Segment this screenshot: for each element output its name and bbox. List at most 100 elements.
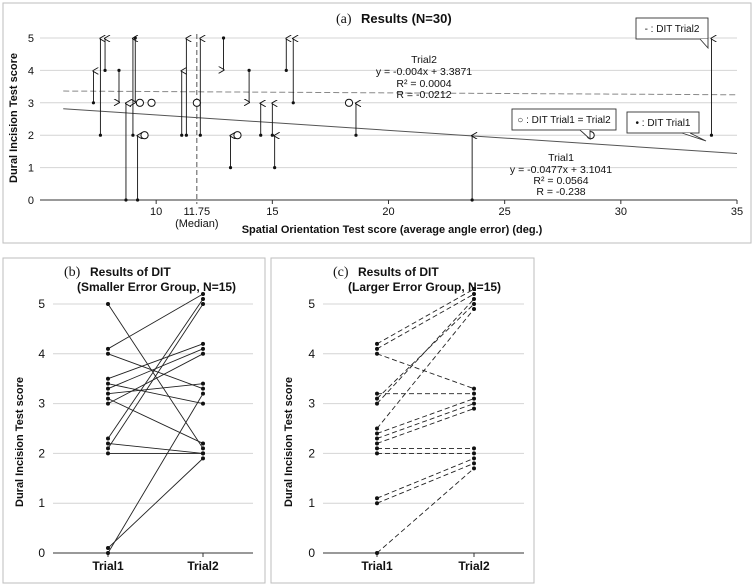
panel-b-axes xyxy=(53,552,253,557)
c-subject-line xyxy=(376,468,475,554)
panel-a: (a) Results (N=30) 0 1 2 3 4 5 10 15 20 25 30 35 11… xyxy=(2,2,752,244)
b-subject-line xyxy=(107,383,204,405)
subject-trial1-point xyxy=(259,133,263,137)
b-trial1-point xyxy=(106,302,110,306)
subject-trial1-point xyxy=(709,133,714,137)
trial1-regression-name: Trial1 xyxy=(548,152,574,164)
panel-a-xtick-label: 10 xyxy=(150,206,162,218)
c-trial1-point xyxy=(375,391,379,396)
subject-unchanged-marker xyxy=(344,98,354,107)
b-subject-line xyxy=(107,353,204,404)
b-subject-line xyxy=(107,383,204,395)
panel-b-title-line1: Results of DIT xyxy=(90,265,171,279)
subject-unchanged-marker xyxy=(140,131,149,140)
b-trial2-point xyxy=(201,446,205,451)
subject-trial1-point xyxy=(273,166,277,170)
panel-a-xtick-label: 30 xyxy=(615,206,627,218)
b-trial2-point xyxy=(201,297,205,302)
c-category-label: Trial1 xyxy=(361,559,393,573)
b-trial2-point xyxy=(201,292,205,297)
subject-unchanged-marker xyxy=(135,98,145,107)
median-value-label: 11.75 xyxy=(183,206,210,218)
subject-trial1-point xyxy=(117,68,121,72)
b-trial1-point xyxy=(106,436,110,441)
c-subject-line xyxy=(376,398,475,434)
panel-a-gridlines xyxy=(40,37,737,169)
panel-c: (c) Results of DIT (Larger Error Group, … xyxy=(270,257,535,584)
b-trial2-point xyxy=(201,346,205,351)
c-trial2-point xyxy=(472,451,476,456)
subject-unchanged-marker xyxy=(233,131,242,140)
panel-c-axes xyxy=(323,552,524,557)
c-trial2-point xyxy=(472,292,476,297)
c-trial1-point xyxy=(375,351,379,356)
b-trial2-point xyxy=(201,451,205,456)
c-trial2-point xyxy=(472,391,476,396)
c-ytick-label: 2 xyxy=(308,446,315,460)
subject-trial1-point xyxy=(247,68,251,72)
trial2-regression-r: R = -0.0212 xyxy=(396,89,451,101)
b-subject-line xyxy=(107,442,204,454)
panel-c-letter: (c) xyxy=(333,265,349,280)
panel-c-title-line2: (Larger Error Group, N=15) xyxy=(348,280,501,294)
c-trial1-point xyxy=(375,396,379,401)
panel-c-frame xyxy=(270,257,535,584)
panel-b-data-marks xyxy=(106,292,205,555)
panel-b-letter: (b) xyxy=(64,265,81,280)
c-trial2-point xyxy=(472,446,476,451)
subject-trial1-point xyxy=(198,133,202,137)
trial2-regression-r2: R² = 0.0004 xyxy=(396,78,451,90)
c-trial2-point xyxy=(472,302,476,306)
b-trial2-point xyxy=(201,341,205,346)
panel-b: (b) Results of DIT (Smaller Error Group,… xyxy=(2,257,266,584)
panel-a-letter: (a) xyxy=(336,12,352,27)
c-trial2-point xyxy=(472,287,476,292)
c-subject-line xyxy=(376,462,475,504)
panel-c-tick-labels: 0 1 2 3 4 5 Trial1 Trial2 xyxy=(308,297,490,573)
panel-a-ytick-label: 0 xyxy=(28,195,34,207)
c-subject-line xyxy=(376,303,475,399)
subject-trial1-point xyxy=(131,133,135,137)
legend-same-label: ○ : DIT Trial1 = Trial2 xyxy=(517,115,611,126)
b-ytick-label: 2 xyxy=(38,446,45,460)
trial2-regression-line xyxy=(63,90,738,96)
c-ytick-label: 0 xyxy=(308,546,315,560)
b-subject-line xyxy=(107,298,204,439)
b-trial1-point xyxy=(106,396,110,401)
b-ytick-label: 0 xyxy=(38,546,45,560)
subject-unchanged-marker xyxy=(192,98,201,107)
panel-a-xtick-label: 35 xyxy=(731,206,743,218)
b-trial2-point xyxy=(201,456,205,461)
c-subject-line xyxy=(376,288,475,345)
trial2-regression-name: Trial2 xyxy=(411,54,437,66)
c-ytick-label: 3 xyxy=(308,397,315,411)
b-subject-line xyxy=(107,458,204,549)
panel-a-title: Results (N=30) xyxy=(361,11,452,26)
c-subject-line xyxy=(376,408,475,444)
b-subject-line xyxy=(107,303,204,449)
c-trial2-point xyxy=(472,466,476,471)
panel-b-tick-labels: 0 1 2 3 4 5 Trial1 Trial2 xyxy=(38,297,219,573)
subject-trial1-point xyxy=(180,133,184,137)
subject-trial1-point xyxy=(221,36,226,40)
c-subject-line xyxy=(376,353,475,390)
panel-a-xtick-label: 15 xyxy=(266,206,278,218)
c-trial2-point xyxy=(472,306,476,311)
panel-c-data-marks xyxy=(375,287,476,555)
b-ytick-label: 4 xyxy=(38,347,45,361)
c-trial2-point xyxy=(472,461,476,466)
b-trial1-point xyxy=(106,376,110,381)
panel-c-gridlines xyxy=(323,303,524,504)
panel-a-ytick-label: 2 xyxy=(28,130,34,142)
panel-a-ytick-label: 3 xyxy=(28,98,34,110)
trial1-regression-equation: y = -0.0477x + 3.1041 xyxy=(510,164,612,176)
panel-a-xtick-label: 20 xyxy=(382,206,394,218)
legend-trial1-callout: • : DIT Trial1 xyxy=(626,111,707,142)
b-trial1-point xyxy=(106,446,110,451)
subject-trial1-point xyxy=(270,133,274,137)
c-trial2-point xyxy=(472,386,476,391)
c-trial1-point xyxy=(375,401,379,406)
legend-same-callout: ○ : DIT Trial1 = Trial2 xyxy=(511,108,617,141)
panel-b-frame xyxy=(2,257,266,584)
